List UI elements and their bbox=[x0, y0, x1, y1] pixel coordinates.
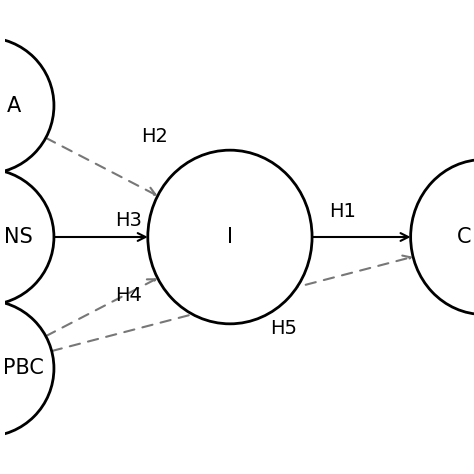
Text: H2: H2 bbox=[141, 127, 168, 146]
Ellipse shape bbox=[0, 37, 54, 173]
Text: PBC: PBC bbox=[3, 358, 44, 378]
Ellipse shape bbox=[0, 169, 54, 305]
Ellipse shape bbox=[410, 160, 474, 314]
Text: H3: H3 bbox=[116, 211, 143, 230]
Ellipse shape bbox=[148, 150, 312, 324]
Text: H4: H4 bbox=[116, 286, 143, 305]
Text: H5: H5 bbox=[270, 319, 297, 338]
Text: I: I bbox=[227, 227, 233, 247]
Text: A: A bbox=[7, 96, 21, 116]
Text: C: C bbox=[457, 227, 472, 247]
Ellipse shape bbox=[0, 301, 54, 437]
Text: H1: H1 bbox=[329, 201, 356, 221]
Text: NS: NS bbox=[4, 227, 33, 247]
